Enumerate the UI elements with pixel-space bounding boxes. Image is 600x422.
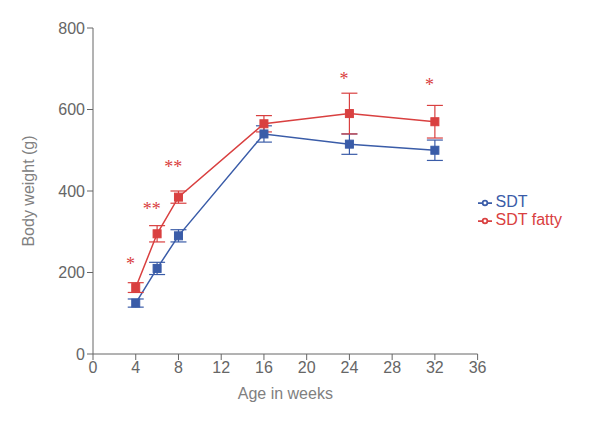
svg-text:4: 4 <box>131 359 140 376</box>
svg-text:32: 32 <box>426 359 444 376</box>
svg-text:400: 400 <box>58 183 85 200</box>
svg-text:**: ** <box>164 157 182 177</box>
svg-text:800: 800 <box>58 20 85 37</box>
html-text:SDT fatty: SDT fatty <box>495 211 562 228</box>
svg-text:600: 600 <box>58 101 85 118</box>
html-text:SDT: SDT <box>495 193 528 210</box>
svg-text:*: * <box>126 254 135 274</box>
svg-text:8: 8 <box>174 359 183 376</box>
svg-text:12: 12 <box>212 359 230 376</box>
svg-text:200: 200 <box>58 264 85 281</box>
svg-text:Body weight (g): Body weight (g) <box>20 135 37 246</box>
svg-text:0: 0 <box>76 346 85 363</box>
svg-text:20: 20 <box>298 359 316 376</box>
svg-text:*: * <box>425 75 434 95</box>
svg-text:**: ** <box>143 199 161 219</box>
svg-text:16: 16 <box>255 359 273 376</box>
svg-text:24: 24 <box>341 359 359 376</box>
svg-text:28: 28 <box>383 359 401 376</box>
svg-text:36: 36 <box>469 359 487 376</box>
svg-text:Age in weeks: Age in weeks <box>238 385 333 402</box>
svg-text:0: 0 <box>89 359 98 376</box>
svg-text:*: * <box>340 69 349 89</box>
